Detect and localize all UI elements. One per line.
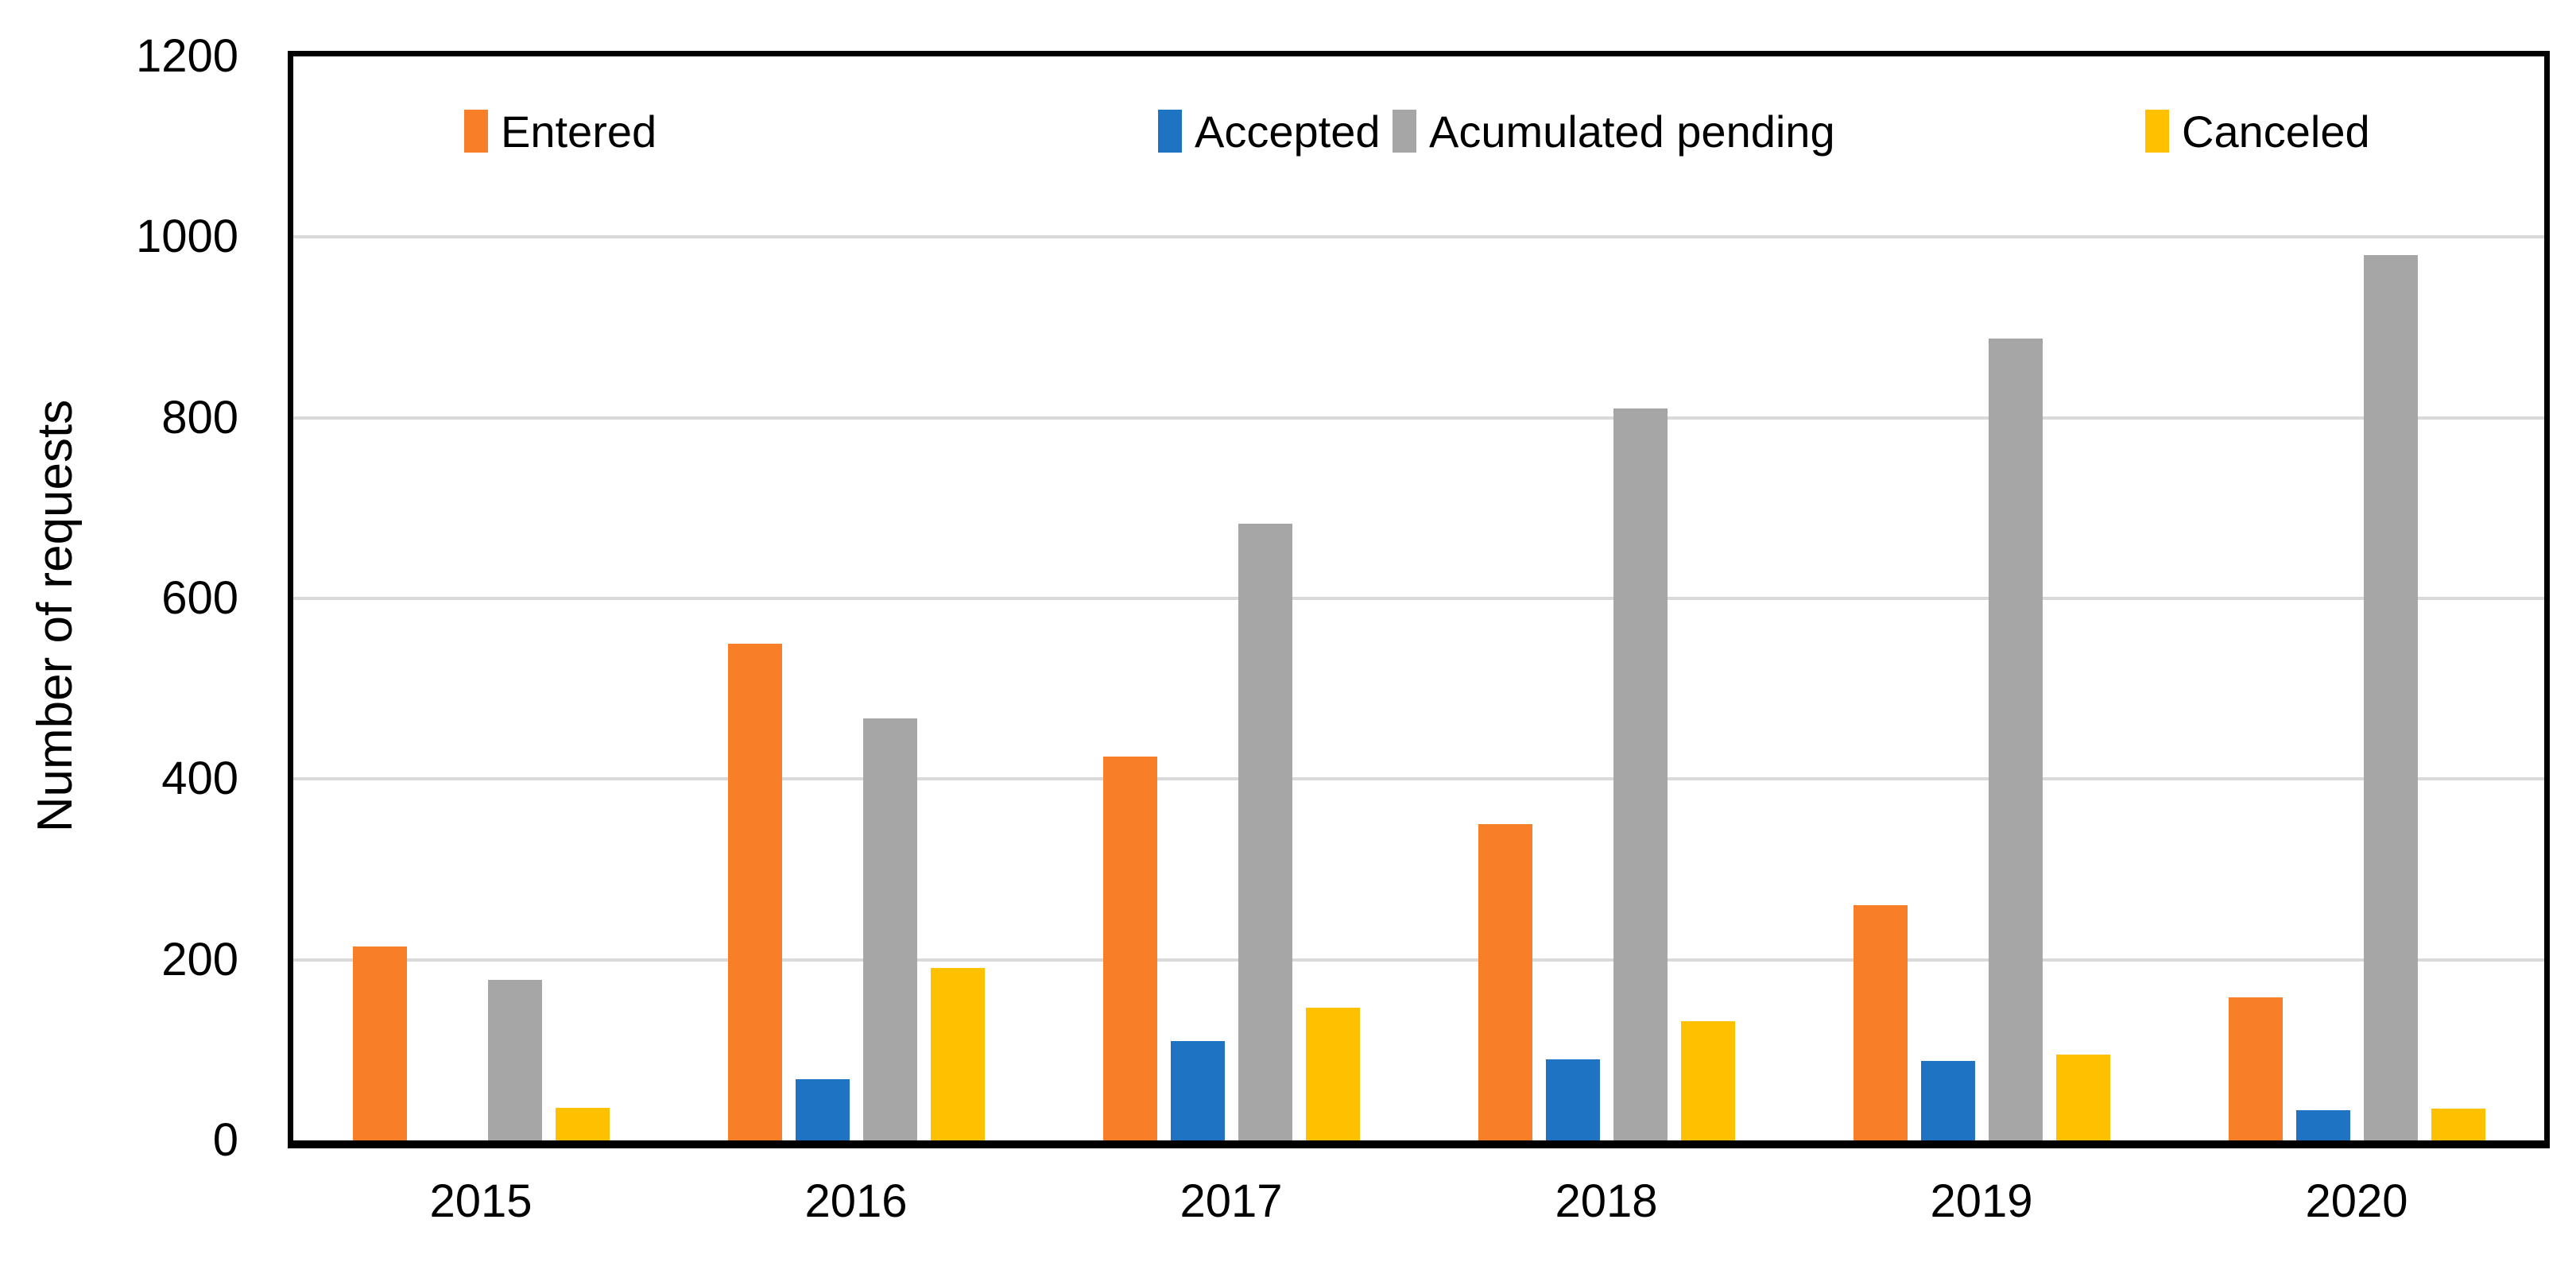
legend-item-canceled: Canceled [2145, 103, 2370, 160]
bar-acumulated-pending-2016 [862, 718, 917, 1140]
gridline-200 [293, 958, 2544, 962]
bar-canceled-2019 [2055, 1055, 2110, 1140]
y-tick-label-1200: 1200 [135, 30, 238, 82]
bar-entered-2016 [727, 644, 782, 1140]
y-tick-label-200: 200 [161, 933, 238, 985]
x-tick-label-2017: 2017 [1180, 1175, 1283, 1227]
bar-canceled-2020 [2431, 1109, 2485, 1140]
legend-swatch-acumulated-pending [1393, 110, 1416, 153]
plot-inner [293, 56, 2544, 1140]
bar-entered-2020 [2228, 997, 2283, 1140]
bar-acumulated-pending-2018 [1613, 408, 1668, 1140]
bar-entered-2015 [352, 946, 407, 1140]
x-tick-label-2020: 2020 [2305, 1175, 2408, 1227]
y-tick-label-0: 0 [212, 1114, 238, 1166]
bar-accepted-2016 [795, 1079, 850, 1140]
bar-acumulated-pending-2019 [1988, 339, 2043, 1140]
bar-acumulated-pending-2017 [1238, 524, 1292, 1140]
bar-accepted-2019 [1920, 1061, 1975, 1140]
legend-label: Canceled [2182, 106, 2370, 157]
gridline-1000 [293, 235, 2544, 239]
x-tick-label-2016: 2016 [804, 1175, 908, 1227]
y-tick-label-800: 800 [161, 391, 238, 443]
x-tick-label-2019: 2019 [1930, 1175, 2033, 1227]
bar-canceled-2016 [930, 968, 985, 1140]
bar-entered-2017 [1102, 757, 1157, 1140]
legend-swatch-canceled [2145, 110, 2169, 153]
legend-label: Acumulated pending [1429, 106, 1835, 157]
bar-accepted-2020 [2295, 1110, 2350, 1140]
y-tick-label-400: 400 [161, 753, 238, 805]
gridline-800 [293, 416, 2544, 420]
bar-canceled-2018 [1680, 1021, 1735, 1140]
x-tick-label-2018: 2018 [1555, 1175, 1658, 1227]
legend-swatch-accepted [1158, 110, 1182, 153]
bar-canceled-2017 [1305, 1008, 1360, 1140]
bar-entered-2018 [1478, 824, 1532, 1140]
bar-acumulated-pending-2020 [2363, 255, 2418, 1140]
legend-item-acumulated-pending: Acumulated pending [1393, 103, 1835, 160]
bar-acumulated-pending-2015 [487, 980, 542, 1140]
gridline-600 [293, 597, 2544, 600]
legend-swatch-entered [464, 110, 488, 153]
plot-area: Entered Accepted Acumulated pending Cancele… [288, 51, 2550, 1148]
legend-item-accepted: Accepted [1158, 103, 1381, 160]
bar-accepted-2018 [1545, 1059, 1600, 1140]
x-tick-label-2015: 2015 [429, 1175, 533, 1227]
gridline-400 [293, 777, 2544, 781]
bar-entered-2019 [1853, 905, 1908, 1140]
y-tick-label-600: 600 [161, 572, 238, 624]
legend-item-entered: Entered [464, 103, 657, 160]
legend-label: Entered [501, 106, 657, 157]
y-tick-label-1000: 1000 [135, 211, 238, 263]
bar-accepted-2017 [1170, 1041, 1225, 1140]
bar-canceled-2015 [555, 1108, 610, 1140]
legend-label: Accepted [1195, 106, 1381, 157]
legend: Entered Accepted Acumulated pending Cancele… [293, 103, 2544, 166]
